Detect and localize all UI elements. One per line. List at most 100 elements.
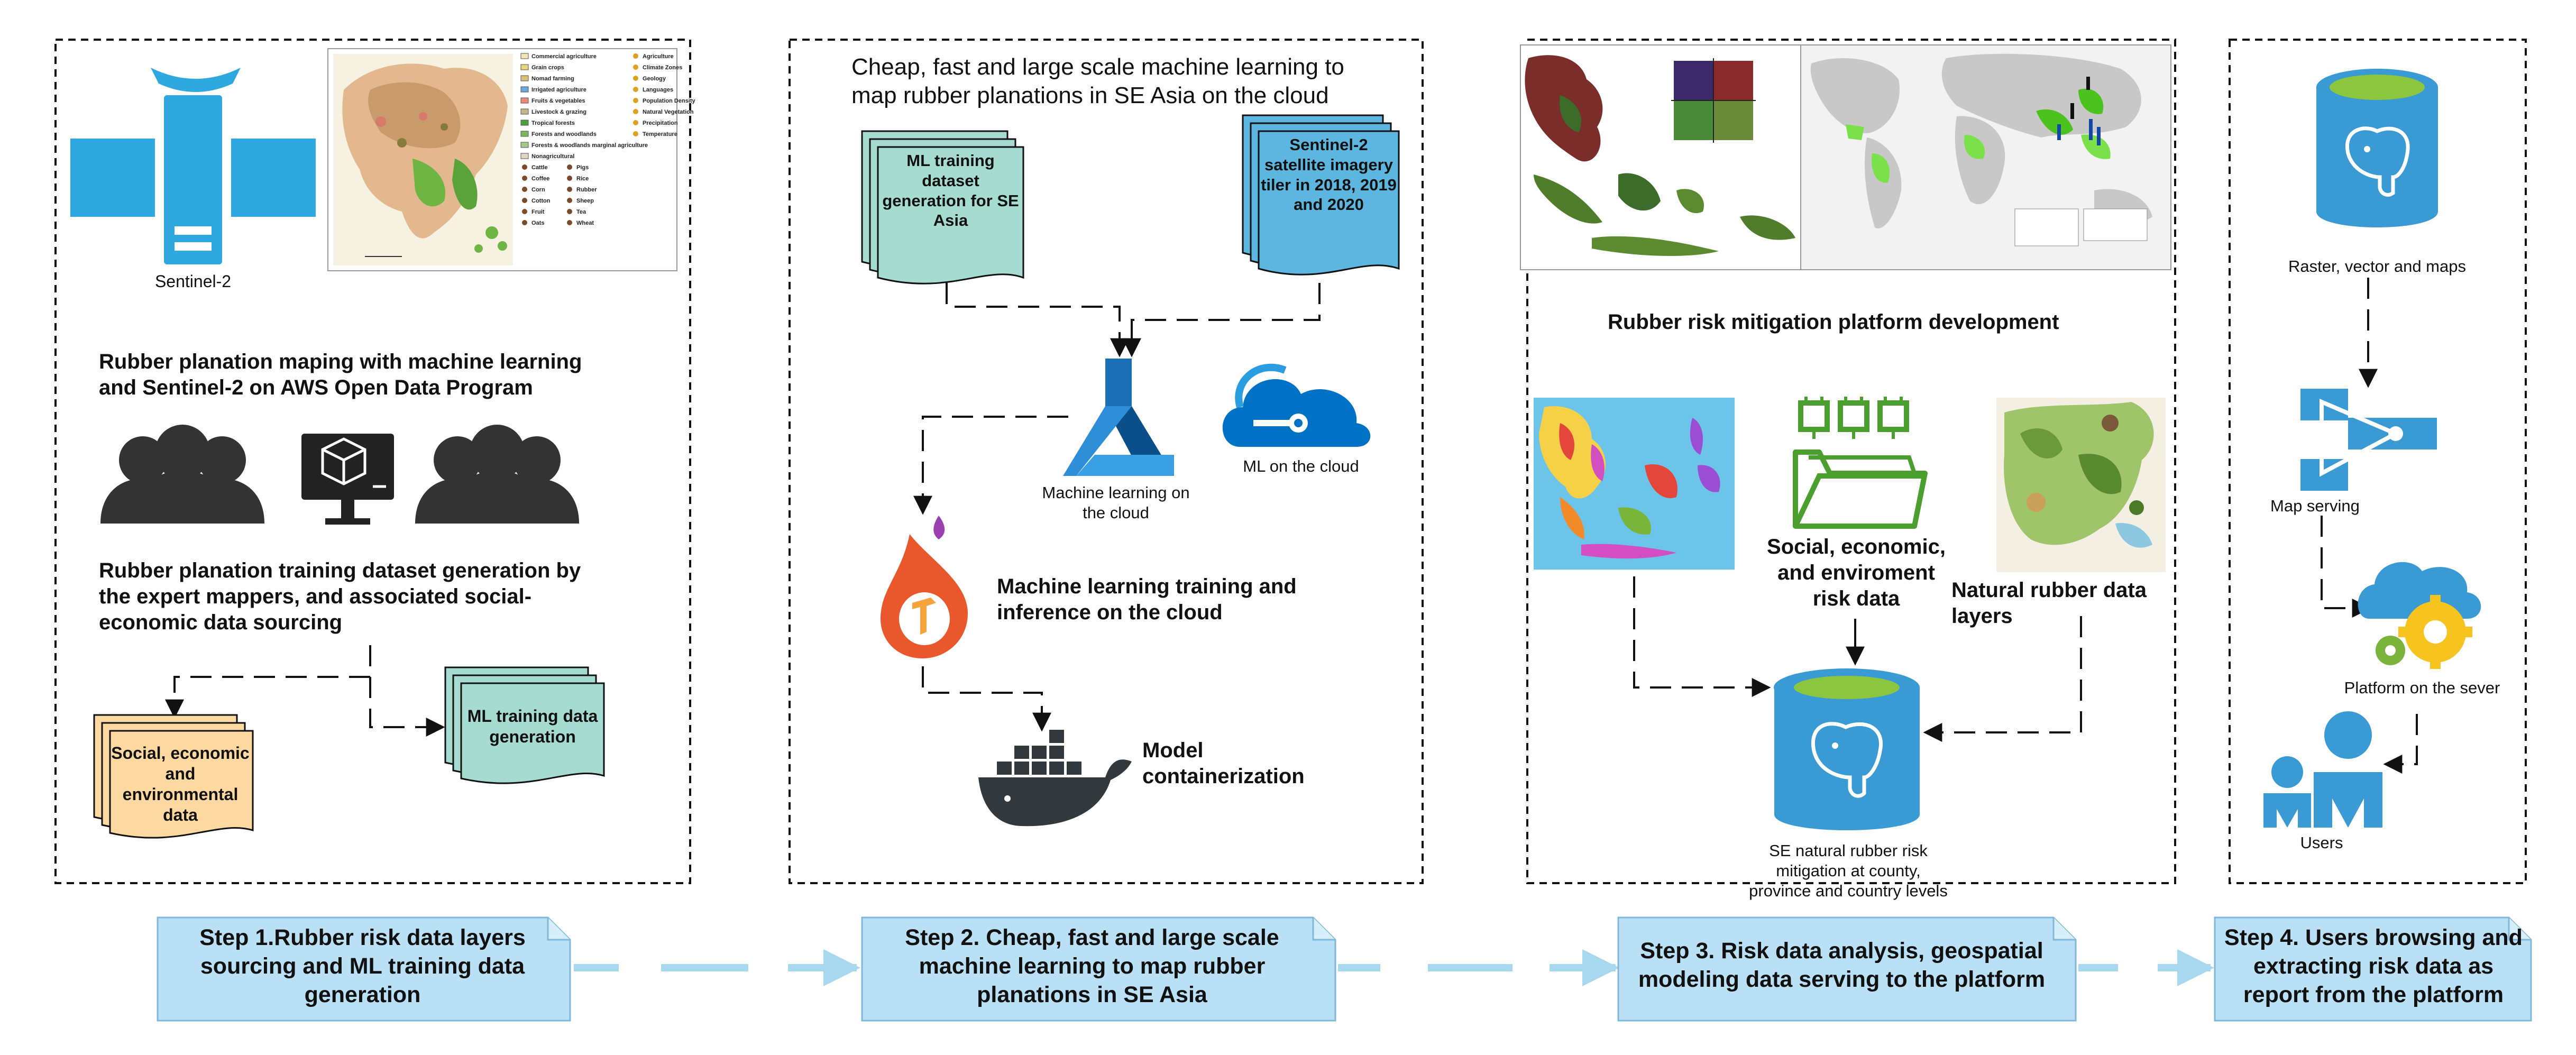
- panel1-heading-mapping: Rubber planation maping with machine lea…: [99, 350, 582, 399]
- legend-swatch: [520, 108, 529, 115]
- step-box-2: [861, 916, 1336, 1022]
- legend-marker: [567, 164, 572, 170]
- legend-item: Tropical forests: [531, 120, 575, 126]
- legend-marker: [522, 209, 527, 214]
- map-serving-label: Map serving: [2270, 497, 2360, 515]
- legend-marker: [567, 176, 572, 181]
- legend-item: Cotton: [531, 198, 551, 204]
- legend-swatch: [520, 64, 529, 70]
- step-box-4: [2214, 916, 2532, 1022]
- legend-swatch: [520, 131, 529, 137]
- training-inference-label: Machine learning training and inference …: [997, 575, 1297, 624]
- legend-item: Sheep: [576, 198, 594, 204]
- monitor-icon: [301, 434, 394, 525]
- ml-cloud-icon: [1222, 363, 1371, 447]
- legend-item: Commercial agriculture: [531, 53, 597, 60]
- legend-swatch: [520, 153, 529, 159]
- arrow-platform-to-users: [2383, 714, 2418, 774]
- raster-vector-maps-label: Raster, vector and maps: [2288, 257, 2466, 276]
- legend-item: Forests and woodlands: [531, 131, 597, 137]
- social-economic-doc-stack: [93, 714, 254, 839]
- map-legend: Commercial agriculture Grain crops Nomad f…: [520, 53, 696, 226]
- legend-item: Rubber: [576, 187, 597, 193]
- panel-2-frame: [789, 39, 1424, 884]
- step-box-fold: [2508, 918, 2531, 941]
- step-2-label: Step 2. Cheap, fast and large scale mach…: [905, 925, 1279, 1007]
- map-serving-icon: [2300, 389, 2437, 491]
- expert-mappers-people-icon-right: [415, 425, 579, 524]
- legend-item: Nonagricultural: [531, 153, 574, 160]
- panel1-heading-training: Rubber planation training dataset genera…: [99, 559, 581, 634]
- step-box-fold: [1312, 918, 1335, 941]
- legend-marker: [633, 109, 638, 114]
- legend-item: Fruit: [531, 209, 545, 215]
- panel2-title: Cheap, fast and large scale machine lear…: [851, 54, 1344, 108]
- legend-marker: [633, 131, 638, 136]
- legend-marker: [522, 198, 527, 203]
- sentinel-tiler-doc-stack: [1242, 114, 1400, 276]
- raster-vector-database-icon: [2316, 69, 2438, 227]
- legend-swatch: [520, 142, 529, 148]
- legend-marker: [522, 187, 527, 192]
- legend-marker: [633, 98, 638, 103]
- panel-4-frame: [2229, 39, 2527, 884]
- sentinel-tiler-doc-label: Sentinel-2 satellite imagery tiler in 20…: [1261, 135, 1397, 214]
- legend-item: Livestock & grazing: [531, 109, 586, 115]
- postgres-database-icon: [1774, 668, 1920, 830]
- arrow-to-social-doc: [165, 676, 370, 719]
- platform-server-cloud-icon: [2358, 562, 2481, 669]
- azure-ml-label: Machine learning on the cloud: [1042, 483, 1190, 522]
- legend-swatch: [520, 120, 529, 126]
- model-containerization-label: Model containerization: [1142, 739, 1305, 788]
- legend-marker: [522, 164, 527, 170]
- arrow-natural-to-db: [1923, 616, 2082, 742]
- arrow-azure-to-training: [913, 416, 1068, 515]
- legend-swatch: [520, 86, 529, 93]
- legend-swatch: [520, 97, 529, 104]
- users-label: Users: [2300, 833, 2343, 852]
- legend-item: Coffee: [531, 176, 549, 182]
- legend-item: Precipitation: [643, 120, 678, 126]
- legend-swatch: [520, 75, 529, 81]
- legend-marker: [633, 53, 638, 59]
- legend-item: Forests & woodlands marginal agriculture: [531, 142, 648, 149]
- legend-marker: [633, 76, 638, 81]
- users-icon: [2263, 711, 2382, 828]
- legend-marker: [567, 220, 572, 225]
- legend-item: Population Density: [643, 98, 696, 104]
- risk-data-folder-icon: [1793, 397, 1928, 529]
- arrow-training-to-docker: [922, 666, 1051, 732]
- natural-rubber-illustrated-map: [1996, 398, 2166, 572]
- legend-item: Cattle: [531, 164, 548, 171]
- arrow-to-ml-doc: [369, 645, 445, 737]
- step-1-label: Step 1.Rubber risk data layers sourcing …: [199, 925, 526, 1007]
- ml-dataset-doc-stack: [861, 130, 1024, 285]
- ml-training-doc-stack: [444, 666, 605, 784]
- sentinel-2-label: Sentinel-2: [154, 272, 232, 291]
- arrow-tiler-to-azure: [1122, 283, 1321, 357]
- legend-marker: [633, 87, 638, 92]
- panel-1-frame: [54, 39, 691, 884]
- world-rubber-map: [1800, 44, 2171, 270]
- step-box-3: [1617, 916, 2077, 1022]
- docker-whale-icon: [978, 730, 1132, 827]
- legend-swatch: [520, 53, 529, 59]
- legend-item: Languages: [643, 87, 673, 93]
- legend-item: Corn: [531, 187, 545, 193]
- legend-item: Grain crops: [531, 65, 564, 71]
- legend-item: Geology: [643, 76, 666, 82]
- sentinel-2-satellite-icon: [70, 68, 316, 264]
- legend-marker: [522, 176, 527, 181]
- platform-server-label: Platform on the sever: [2344, 678, 2500, 697]
- legend-item: Pigs: [576, 164, 589, 171]
- legend-marker: [633, 120, 638, 125]
- step-3-label: Step 3. Risk data analysis, geospatial m…: [1638, 938, 2046, 992]
- panel3-title: Rubber risk mitigation platform developm…: [1608, 310, 2059, 334]
- step-4-label: Step 4. Users browsing and extracting ri…: [2224, 925, 2523, 1007]
- legend-item: Tea: [576, 209, 586, 215]
- legend-item: Climate Zones: [643, 65, 682, 71]
- panel-3-frame: [1526, 39, 2176, 884]
- legend-item: Rice: [576, 176, 589, 182]
- asia-land-use-map: Commercial agriculture Grain crops Nomad f…: [327, 48, 696, 271]
- legend-item: Temperature: [643, 131, 677, 137]
